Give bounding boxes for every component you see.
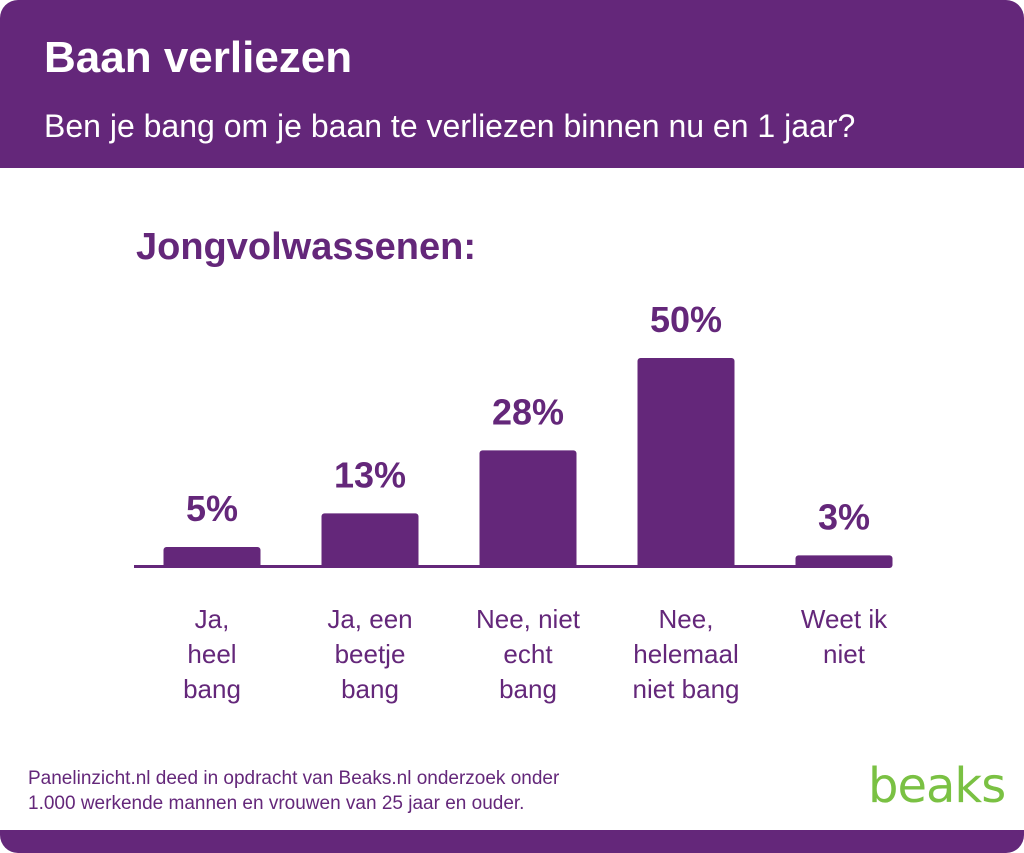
category-label-line: Weet ik	[801, 604, 888, 634]
category-label-line: bang	[499, 674, 557, 704]
bar	[795, 555, 893, 568]
category-label: Nee, helemaal niet bang	[633, 604, 740, 704]
category-label: Ja, heel bang	[183, 604, 241, 704]
header-banner: Baan verliezen Ben je bang om je baan te…	[0, 0, 1024, 168]
category-label-line: heel	[187, 639, 236, 669]
category-label: Weet ik niet	[801, 604, 888, 669]
source-note: Panelinzicht.nl deed in opdracht van Bea…	[28, 766, 559, 816]
source-note-line: Panelinzicht.nl deed in opdracht van Bea…	[28, 768, 560, 789]
beaks-logo: beaks	[868, 758, 1006, 814]
category-label-line: echt	[503, 639, 553, 669]
category-label-line: niet bang	[633, 674, 740, 704]
chart-title: Jongvolwassenen:	[136, 226, 476, 268]
bar	[163, 547, 261, 568]
bar-value-label: 28%	[492, 391, 564, 432]
category-label-line: helemaal	[633, 639, 739, 669]
bar	[637, 358, 735, 568]
bar	[479, 450, 577, 568]
bar	[321, 513, 419, 568]
category-label-line: bang	[341, 674, 399, 704]
bar-value-label: 5%	[186, 488, 238, 529]
bar-value-label: 50%	[650, 299, 722, 340]
page-title: Baan verliezen	[44, 33, 353, 82]
category-label: Nee, niet echt bang	[476, 604, 581, 704]
category-label-line: Ja,	[195, 604, 230, 634]
category-label-line: niet	[823, 639, 866, 669]
bar-value-label: 13%	[334, 454, 406, 495]
bar-value-label: 3%	[818, 496, 870, 537]
category-label-line: Ja, een	[327, 604, 412, 634]
category-label-line: bang	[183, 674, 241, 704]
source-note-line: 1.000 werkende mannen en vrouwen van 25 …	[28, 793, 525, 814]
category-label-line: Nee,	[659, 604, 714, 634]
bar-chart: 5% Ja, heel bang 13% Ja, een beetje bang 28% Nee,…	[134, 299, 893, 704]
category-label-line: beetje	[335, 639, 406, 669]
category-label: Ja, een beetje bang	[327, 604, 412, 704]
category-label-line: Nee, niet	[476, 604, 581, 634]
page-subtitle: Ben je bang om je baan te verliezen binn…	[44, 108, 856, 144]
footer-bar	[0, 830, 1024, 853]
